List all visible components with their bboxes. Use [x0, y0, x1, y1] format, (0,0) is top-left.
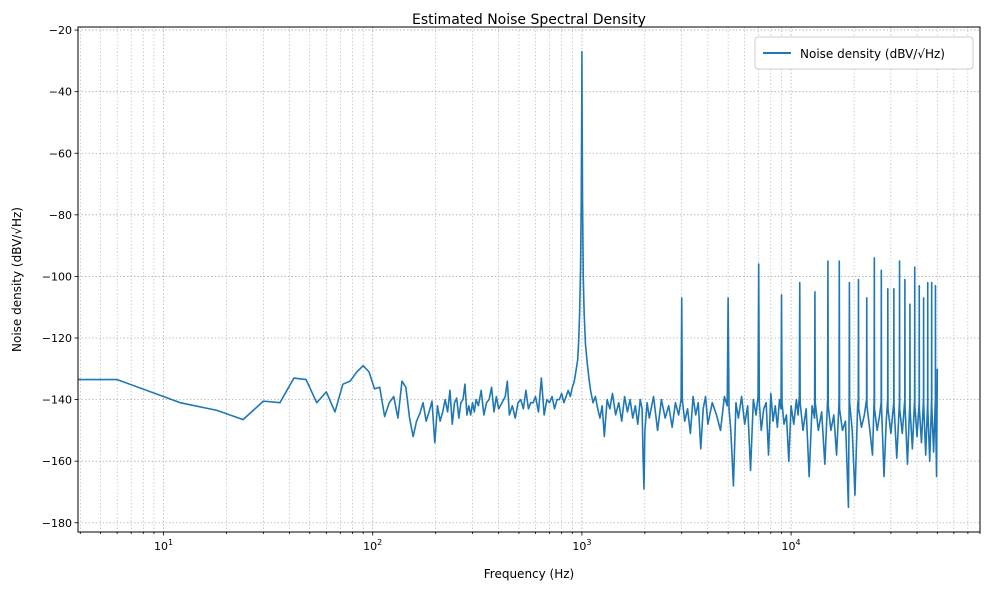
y-tick-label: −120	[42, 332, 72, 345]
series-line	[78, 50, 939, 509]
y-axis-label: Noise density (dBV/√Hz)	[10, 207, 24, 352]
y-tick-label: −60	[49, 147, 72, 160]
y-tick-label: −180	[42, 517, 72, 530]
chart-title: Estimated Noise Spectral Density	[412, 12, 646, 28]
legend-label: Noise density (dBV/√Hz)	[800, 47, 945, 61]
y-tick-label: −80	[49, 209, 72, 222]
legend: Noise density (dBV/√Hz)	[754, 36, 974, 70]
series-group	[78, 50, 939, 509]
x-tick-label: 103	[572, 538, 591, 553]
x-tick-label: 102	[363, 538, 382, 553]
y-tick-label: −140	[42, 394, 72, 407]
x-axis-ticks: 101 102 103 104	[79, 532, 981, 553]
x-tick-label: 101	[154, 538, 173, 553]
y-axis-ticks: −20 −40 −60 −80 −100 −120 −140 −160 −180	[42, 24, 78, 530]
y-tick-label: −20	[49, 24, 72, 37]
y-tick-label: −100	[42, 270, 72, 283]
x-axis-label: Frequency (Hz)	[484, 567, 575, 581]
y-tick-label: −160	[42, 455, 72, 468]
y-tick-label: −40	[49, 86, 72, 99]
x-tick-label: 104	[782, 538, 801, 553]
plot-frame	[77, 26, 981, 533]
legend-box	[754, 36, 974, 70]
